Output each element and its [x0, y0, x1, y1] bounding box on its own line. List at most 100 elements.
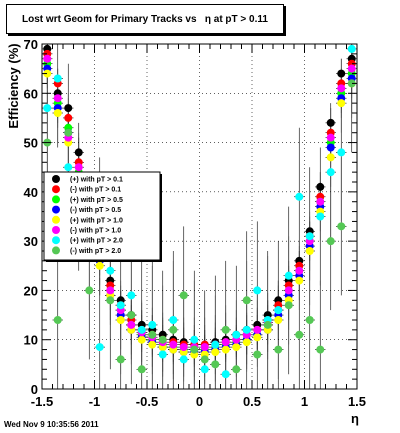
- legend-label: (+) with pT > 1.0: [70, 217, 123, 224]
- x-tick-label: -1: [89, 394, 101, 409]
- legend-label: (+) with pT > 0.1: [70, 177, 123, 184]
- data-point-with-pt-2-0: [116, 301, 125, 310]
- data-point-with-pt-2-0: [295, 192, 304, 201]
- legend-label: (-) with pT > 0.5: [70, 207, 121, 214]
- data-point-with-pt-2-0: [137, 365, 146, 374]
- data-point-with-pt-2-0: [95, 343, 104, 352]
- data-point-with-pt-1-0: [106, 286, 115, 295]
- data-point-with-pt-2-0: [337, 148, 346, 157]
- data-point-with-pt-1-0: [316, 197, 325, 206]
- data-point-with-pt-0-1: [64, 113, 73, 122]
- data-point-with-pt-1-0: [43, 54, 52, 63]
- data-point-with-pt-2-0: [274, 306, 283, 315]
- legend-box: [43, 171, 161, 261]
- data-point-with-pt-1-0: [116, 316, 125, 324]
- y-axis-title: Efficiency (%): [6, 43, 21, 128]
- data-point-with-pt-2-0: [158, 335, 167, 344]
- data-point-with-pt-2-0: [347, 79, 356, 88]
- legend-marker: [52, 195, 60, 204]
- data-point-with-pt-1-0: [148, 340, 157, 349]
- y-tick-label: 40: [24, 185, 38, 200]
- data-point-with-pt-2-0: [169, 316, 178, 324]
- data-point-with-pt-2-0: [232, 365, 241, 374]
- data-point-with-pt-2-0: [179, 355, 188, 364]
- data-point-with-pt-1-0: [200, 343, 209, 352]
- data-point-with-pt-1-0: [326, 133, 335, 142]
- data-point-with-pt-1-0: [53, 109, 62, 117]
- data-point-with-pt-2-0: [221, 370, 230, 379]
- data-point-with-pt-1-0: [274, 316, 283, 324]
- data-point-with-pt-0-1: [64, 104, 73, 113]
- data-point-with-pt-0-1: [326, 118, 335, 127]
- plot-frame: [41, 43, 358, 390]
- data-point-with-pt-2-0: [316, 212, 325, 221]
- data-point-with-pt-1-0: [232, 343, 241, 352]
- data-point-with-pt-2-0: [190, 335, 199, 344]
- data-point-with-pt-2-0: [316, 345, 325, 354]
- data-point-with-pt-2-0: [158, 350, 167, 359]
- x-tick-label: -1.5: [31, 394, 53, 409]
- data-point-with-pt-1-0: [253, 325, 262, 334]
- data-point-with-pt-2-0: [253, 286, 262, 295]
- data-point-with-pt-1-0: [211, 348, 220, 357]
- data-point-with-pt-2-0: [169, 325, 178, 334]
- y-tick-label: 60: [24, 86, 38, 101]
- legend-label: (-) with pT > 2.0: [70, 248, 121, 255]
- x-tick-label: 1.5: [348, 394, 366, 409]
- data-point-with-pt-1-0: [179, 343, 188, 352]
- data-point-with-pt-1-0: [127, 320, 136, 329]
- data-point-with-pt-2-0: [148, 320, 157, 329]
- data-point-with-pt-1-0: [337, 84, 346, 93]
- legend-marker: [52, 205, 60, 214]
- data-point-with-pt-2-0: [179, 291, 188, 300]
- data-point-with-pt-1-0: [53, 94, 62, 103]
- data-point-with-pt-2-0: [305, 316, 314, 324]
- data-point-with-pt-2-0: [64, 128, 73, 137]
- data-point-with-pt-2-0: [200, 355, 209, 364]
- data-point-with-pt-2-0: [347, 44, 356, 53]
- legend-label: (-) with pT > 1.0: [70, 228, 121, 235]
- data-point-with-pt-1-0: [347, 64, 356, 73]
- data-point-with-pt-2-0: [337, 222, 346, 231]
- data-point-with-pt-2-0: [284, 271, 293, 280]
- data-point-with-pt-1-0: [95, 261, 104, 270]
- legend-marker: [52, 236, 60, 245]
- data-point-with-pt-2-0: [190, 345, 199, 354]
- data-point-with-pt-2-0: [263, 320, 272, 329]
- data-point-with-pt-2-0: [137, 325, 146, 334]
- data-point-with-pt-2-0: [127, 291, 136, 300]
- data-point-with-pt-2-0: [221, 325, 230, 334]
- data-point-with-pt-2-0: [326, 168, 335, 177]
- legend-label: (-) with pT > 0.1: [70, 187, 121, 194]
- data-point-with-pt-1-0: [284, 286, 293, 295]
- timestamp: Wed Nov 9 10:35:56 2011: [4, 420, 99, 429]
- data-point-with-pt-2-0: [106, 266, 115, 275]
- y-tick-label: 70: [24, 37, 38, 52]
- data-point-with-pt-2-0: [53, 316, 62, 324]
- y-tick-label: 20: [24, 283, 38, 298]
- data-point-with-pt-2-0: [295, 330, 304, 339]
- data-point-with-pt-2-0: [274, 345, 283, 354]
- data-point-with-pt-2-0: [211, 340, 220, 349]
- data-point-with-pt-2-0: [64, 163, 73, 172]
- legend-marker: [52, 246, 60, 255]
- data-point-with-pt-1-0: [242, 338, 251, 347]
- legend-label: (+) with pT > 0.5: [70, 197, 123, 204]
- x-axis-title: η: [351, 411, 359, 426]
- data-point-with-pt-0-5: [326, 143, 335, 152]
- data-point-with-pt-2-0: [253, 350, 262, 359]
- legend-marker: [52, 175, 60, 183]
- data-point-with-pt-1-0: [337, 99, 346, 108]
- data-point-with-pt-2-0: [242, 296, 251, 305]
- data-point-with-pt-2-0: [106, 296, 115, 305]
- legend-marker: [52, 185, 60, 194]
- axes-layer: -1.5 -1 -0.5 0 0.5 1 1.5 0 10 20 30 40 50 60 70 η Effici…: [6, 37, 366, 426]
- x-tick-label: 0: [196, 394, 203, 409]
- data-point-with-pt-0-1: [316, 182, 325, 191]
- data-point-with-pt-2-0: [284, 301, 293, 310]
- legend-marker: [52, 215, 60, 224]
- data-point-with-pt-2-0: [242, 325, 251, 334]
- y-tick-label: 30: [24, 234, 38, 249]
- legend-label: (+) with pT > 2.0: [70, 238, 123, 245]
